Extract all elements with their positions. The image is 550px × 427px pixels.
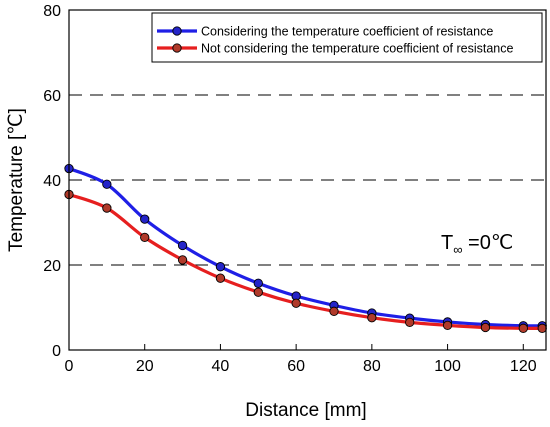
series-2-point bbox=[291, 298, 301, 308]
y-tick-label: 40 bbox=[43, 173, 61, 190]
series-2-point bbox=[253, 287, 263, 297]
series-1-point bbox=[177, 240, 188, 251]
series-1-point bbox=[140, 214, 150, 224]
series-1-point bbox=[102, 179, 112, 189]
series-2-point bbox=[367, 313, 377, 323]
annotation-main: T bbox=[441, 232, 453, 254]
legend-swatch-marker-1 bbox=[172, 26, 182, 36]
grid-lines bbox=[69, 94, 546, 266]
x-tick-label: 40 bbox=[212, 358, 230, 375]
series-2-point bbox=[442, 320, 453, 330]
series-2-point bbox=[102, 203, 112, 213]
x-tick-label: 20 bbox=[136, 358, 154, 375]
series-2-point bbox=[140, 232, 150, 243]
y-tick-label: 60 bbox=[43, 88, 61, 105]
x-axis-label: Distance [mm] bbox=[245, 400, 366, 421]
series-2-point bbox=[405, 317, 415, 328]
x-tick-label: 60 bbox=[287, 358, 305, 375]
series-2-point bbox=[215, 273, 226, 283]
series-1-point bbox=[253, 278, 263, 288]
legend-swatch-marker-2 bbox=[172, 43, 182, 53]
x-tick-label: 100 bbox=[434, 358, 461, 375]
y-tick-label: 0 bbox=[52, 343, 61, 360]
x-tick-label: 0 bbox=[65, 358, 74, 375]
legend-box bbox=[151, 12, 543, 63]
legend: Considering the temperature coefficient … bbox=[151, 12, 543, 63]
series-2-point bbox=[480, 322, 491, 333]
series-2-point bbox=[518, 323, 528, 333]
ambient-temperature-annotation: T∞ =0℃ bbox=[441, 232, 513, 257]
series-2-point bbox=[329, 306, 339, 316]
y-tick-label: 80 bbox=[43, 3, 61, 20]
y-tick-label: 20 bbox=[43, 258, 61, 275]
y-axis-label: Temperature [℃] bbox=[6, 108, 27, 252]
series-1-point bbox=[215, 262, 226, 272]
annotation-subscript: ∞ bbox=[453, 242, 462, 257]
legend-label-2: Not considering the temperature coeffici… bbox=[201, 42, 513, 56]
series-2-point bbox=[177, 255, 188, 265]
x-tick-label: 120 bbox=[510, 358, 537, 375]
annotation-rest: =0℃ bbox=[463, 232, 514, 254]
series-2-point bbox=[537, 323, 547, 333]
series-layer bbox=[64, 163, 547, 333]
axis-ticks: 0 20 40 60 80 100 120 0 20 40 60 80 bbox=[43, 3, 537, 375]
x-tick-label: 80 bbox=[363, 358, 381, 375]
series-2 bbox=[64, 189, 547, 333]
legend-label-1: Considering the temperature coefficient … bbox=[201, 25, 493, 39]
